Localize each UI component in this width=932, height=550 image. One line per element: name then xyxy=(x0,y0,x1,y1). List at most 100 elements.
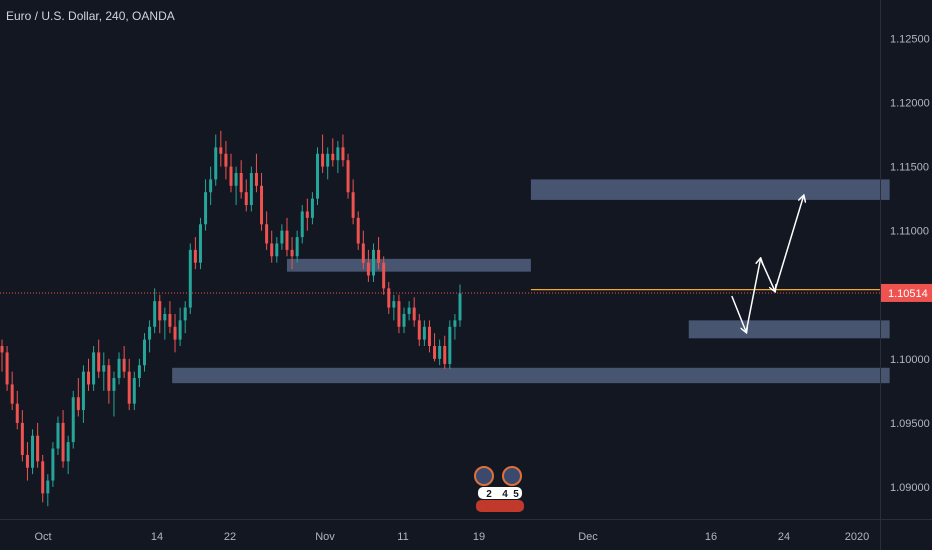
candle-body xyxy=(127,371,131,404)
candle-body xyxy=(270,243,274,257)
candle-body xyxy=(168,313,172,327)
candle-body xyxy=(300,211,304,238)
candle-body xyxy=(331,153,335,161)
candle-body xyxy=(25,454,29,468)
candle-body xyxy=(254,173,258,186)
candle-body xyxy=(41,461,45,494)
y-tick-label: 1.09500 xyxy=(890,418,930,430)
candle-body xyxy=(397,301,401,327)
candle-body xyxy=(219,147,223,154)
candle-body xyxy=(153,301,157,327)
candle-body xyxy=(371,249,375,276)
candle-body xyxy=(356,217,360,244)
candle-body xyxy=(188,249,192,308)
candle-body xyxy=(316,153,320,199)
y-tick-label: 1.11500 xyxy=(890,162,929,174)
x-tick-label: 2020 xyxy=(845,531,869,543)
event-flag-bar xyxy=(476,500,524,512)
projection-arrow xyxy=(731,295,746,332)
candle-body xyxy=(87,371,91,385)
candle-body xyxy=(433,346,437,359)
x-tick-label: Oct xyxy=(34,531,51,543)
current-price-tag xyxy=(881,283,932,302)
candle-body xyxy=(204,192,208,225)
candle-body xyxy=(10,384,14,404)
candle-body xyxy=(351,192,355,218)
candle-body xyxy=(265,224,269,244)
candle-body xyxy=(31,435,35,468)
candle-body xyxy=(92,352,96,385)
event-flag-icon xyxy=(502,466,522,486)
candle-body xyxy=(173,326,177,340)
candle-body xyxy=(234,173,238,186)
candle-body xyxy=(285,230,289,250)
candle-body xyxy=(122,358,126,372)
candle-body xyxy=(382,262,386,289)
projection-arrows xyxy=(731,196,804,333)
candle-body xyxy=(249,173,253,206)
event-count-label: 2 xyxy=(486,489,492,500)
candle-body xyxy=(178,320,182,340)
candle-body xyxy=(224,153,228,167)
candle-body xyxy=(275,243,279,257)
candle-body xyxy=(305,211,309,218)
x-tick-label: Dec xyxy=(578,531,598,543)
zone-rect xyxy=(530,179,890,200)
y-tick-label: 1.12500 xyxy=(890,33,930,45)
candle-body xyxy=(61,422,65,462)
candle-body xyxy=(66,442,70,462)
candle-body xyxy=(361,243,365,263)
candle-body xyxy=(5,352,9,385)
projection-arrow xyxy=(745,259,760,333)
chart-title: Euro / U.S. Dollar, 240, OANDA xyxy=(6,9,175,23)
zone-rect xyxy=(172,367,890,384)
candle-body xyxy=(198,224,202,263)
candle-body xyxy=(36,435,40,462)
candle-body xyxy=(341,147,345,161)
candle-body xyxy=(132,378,136,404)
candle-body xyxy=(244,192,248,206)
candle-body xyxy=(51,448,55,481)
candle-body xyxy=(102,365,106,372)
candle-body xyxy=(295,237,299,257)
candle-body xyxy=(443,346,447,364)
candle-body xyxy=(112,378,116,391)
candle-body xyxy=(15,403,19,423)
candle-body xyxy=(310,198,314,218)
y-tick-label: 1.09000 xyxy=(890,482,930,494)
x-tick-label: 22 xyxy=(224,531,236,543)
x-tick-label: 24 xyxy=(778,531,790,543)
candle-body xyxy=(148,326,152,340)
candle-body xyxy=(81,371,85,411)
x-tick-label: 11 xyxy=(397,531,408,543)
x-tick-label: 14 xyxy=(151,531,163,543)
projection-arrow xyxy=(759,258,775,291)
candle-body xyxy=(407,307,411,314)
lines-layer xyxy=(0,289,890,294)
candle-body xyxy=(97,352,101,372)
candle-body xyxy=(326,153,330,167)
event-flag-icon xyxy=(474,466,494,486)
candle-body xyxy=(117,358,121,379)
candle-body xyxy=(412,307,416,321)
candle-body xyxy=(56,422,60,449)
candle-body xyxy=(366,262,370,276)
candle-body xyxy=(107,365,111,391)
candle-body xyxy=(260,185,264,225)
candles-layer xyxy=(0,130,462,507)
candle-body xyxy=(193,249,197,263)
candle-body xyxy=(417,320,421,340)
zone-rect xyxy=(286,258,531,272)
candle-body xyxy=(321,153,325,167)
event-count-label: 4 xyxy=(502,489,508,500)
candle-body xyxy=(402,313,406,327)
candle-body xyxy=(458,293,462,321)
candle-body xyxy=(137,365,141,379)
candle-body xyxy=(346,160,350,193)
candle-body xyxy=(239,173,243,193)
candle-body xyxy=(290,249,294,257)
candle-body xyxy=(392,301,396,308)
